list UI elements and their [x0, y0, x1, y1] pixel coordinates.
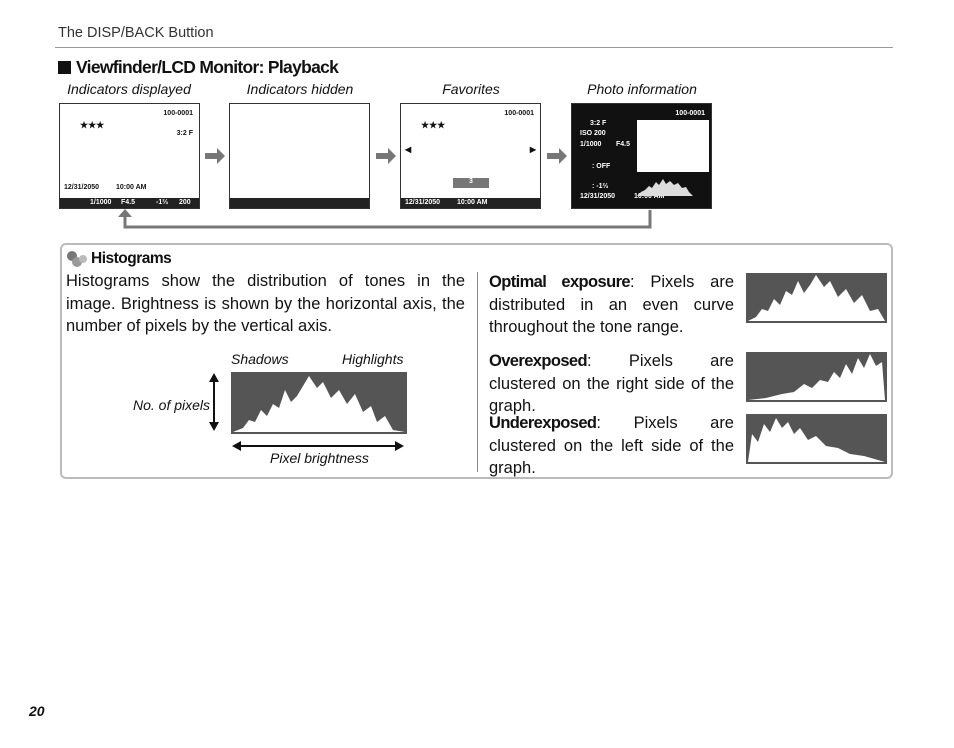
- shadows-label: Shadows: [231, 351, 289, 367]
- shutter: 1/1000: [580, 141, 602, 148]
- date: 12/31/2050: [580, 193, 616, 200]
- example: Underexposed: Pixels are clustered on th…: [489, 412, 734, 480]
- exposure: -1⅔: [156, 199, 169, 206]
- exposure: : -1⅔: [592, 183, 609, 190]
- highlights-label: Highlights: [342, 351, 404, 367]
- time: 10:00 AM: [457, 199, 488, 206]
- file-number: 100-0001: [504, 110, 534, 117]
- info-bar: [230, 198, 369, 208]
- screen: 100-0001 ★★★ 3:2 F 12/31/2050 10:00 AM 1…: [59, 103, 200, 209]
- prev-arrow: ◀: [405, 145, 412, 154]
- shutter: 1/1000: [90, 199, 112, 206]
- page-number: 20: [29, 703, 45, 719]
- flow-arrows: [118, 148, 652, 229]
- header-rule: [55, 47, 893, 48]
- date: 12/31/2050: [64, 184, 100, 191]
- iso: 200: [179, 199, 191, 206]
- info-bar: 1/1000 F4.5 -1⅔ 200: [60, 198, 199, 208]
- favorites-stars: 3: [469, 178, 473, 185]
- example-text: : Pixels are clustered on the left side …: [489, 414, 734, 477]
- y-axis-label: No. of pixels: [133, 397, 211, 413]
- screen-label: Favorites: [442, 81, 500, 97]
- favorites-box: 3: [453, 178, 489, 188]
- example-term: Underexposed: [489, 414, 597, 432]
- histogram-under: [746, 414, 887, 464]
- screen: 100-0001 3:2 F ISO 200 1/1000 F4.5 : OFF…: [571, 103, 712, 209]
- screen-label: Photo information: [587, 81, 697, 97]
- date: 12/31/2050: [405, 199, 441, 206]
- aperture: F4.5: [121, 199, 136, 206]
- histogram-diagram: [209, 372, 407, 451]
- info-bar: 12/31/2050 10:00 AM: [401, 198, 540, 208]
- histogram-optimal: [746, 273, 887, 323]
- histograms-box: [60, 243, 893, 479]
- file-number: 100-0001: [163, 110, 193, 117]
- arrows: [205, 148, 567, 164]
- histograms-intro: Histograms show the distribution of tone…: [66, 272, 465, 335]
- screen-label: Indicators displayed: [67, 81, 191, 97]
- time: 10:00 AM: [116, 184, 147, 191]
- histograms-icon: [67, 251, 87, 267]
- screen: 100-0001 ★★★ ◀ ▶ 3 12/31/2050 10:00 AM: [400, 103, 541, 209]
- x-axis-label: Pixel brightness: [270, 450, 369, 466]
- divider: [477, 272, 478, 472]
- image-size: 3:2 F: [176, 130, 193, 137]
- example-term: Overexposed: [489, 352, 588, 370]
- rating: ★★★: [421, 120, 446, 130]
- section-title: Viewfinder/LCD Monitor: Playback: [76, 57, 339, 77]
- histograms-title: Histograms: [91, 250, 172, 267]
- image-size: 3:2 F: [590, 120, 607, 127]
- iso: ISO 200: [580, 130, 606, 137]
- time: 10:00 AM: [634, 193, 665, 200]
- flash: : OFF: [592, 163, 611, 170]
- screen-label: Indicators hidden: [246, 81, 354, 97]
- screen: [229, 103, 370, 209]
- example: Overexposed: Pixels are clustered on the…: [489, 350, 734, 418]
- histogram-over: [746, 352, 887, 402]
- example: Optimal exposure: Pixels are distributed…: [489, 271, 734, 339]
- example-term: Optimal exposure: [489, 273, 631, 291]
- mini-histogram: [637, 179, 693, 196]
- next-arrow: ▶: [529, 145, 536, 154]
- thumbnail: [637, 120, 709, 172]
- example-text: : Pixels are clustered on the right side…: [489, 352, 734, 415]
- aperture: F4.5: [616, 141, 631, 148]
- file-number: 100-0001: [675, 110, 705, 117]
- header-title: The DISP/BACK Buttion: [58, 25, 214, 41]
- rating: ★★★: [80, 120, 105, 130]
- example-text: : Pixels are distributed in an even curv…: [489, 273, 734, 336]
- section-bullet: [58, 61, 71, 74]
